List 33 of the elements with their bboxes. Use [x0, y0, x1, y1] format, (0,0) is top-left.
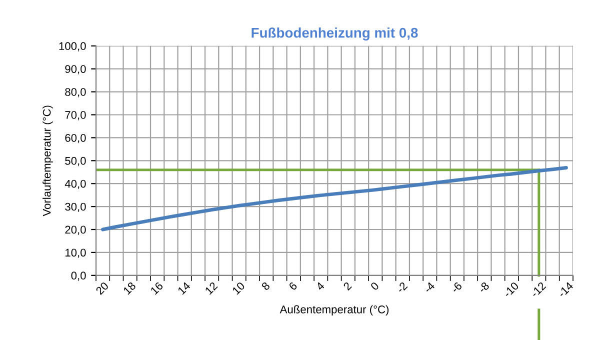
x-tick-label: 6 — [288, 282, 298, 291]
y-tick-label: 70,0 — [65, 111, 86, 120]
x-tick-label: 18 — [122, 282, 136, 295]
x-tick-label: 12 — [204, 282, 218, 295]
x-tick-label: 8 — [261, 282, 270, 291]
y-axis-title: Vorlauftemperatur (°C) — [42, 106, 53, 216]
x-tick-label: -6 — [450, 282, 462, 294]
line-series — [101, 166, 568, 232]
chart-title: Fußbodenheizung mit 0,8 — [252, 28, 418, 41]
x-tick-label: 2 — [342, 282, 352, 291]
y-tick-label: 100,0 — [59, 42, 86, 52]
x-tick-label: -10 — [502, 281, 520, 298]
y-tick-label: 10,0 — [66, 248, 86, 258]
x-tick-label: 16 — [150, 282, 164, 295]
x-tick-label: -14 — [557, 281, 574, 298]
x-tick-label: 20 — [95, 281, 109, 296]
y-tick-label: 80,0 — [65, 88, 86, 98]
y-tick-label: 90,0 — [65, 65, 86, 74]
x-tick-label: 14 — [177, 281, 191, 295]
x-tick-label: 10 — [232, 281, 246, 295]
y-tick-label: 40,0 — [64, 180, 86, 190]
y-tick-label: 60,0 — [65, 134, 86, 144]
x-tick-label: -4 — [423, 281, 436, 294]
x-tick-label: -8 — [478, 282, 490, 294]
x-tick-label: 4 — [315, 281, 325, 291]
y-tick-label: 50,0 — [65, 156, 86, 166]
y-tick-label: 0,0 — [71, 272, 86, 281]
x-axis-title: Außentemperatur (°C) — [280, 305, 389, 316]
x-tick-label: 0 — [370, 281, 380, 291]
y-tick-label: 20,0 — [65, 226, 86, 235]
x-tick-label: -2 — [396, 282, 408, 294]
y-tick-label: 30,0 — [65, 202, 86, 212]
x-tick-label: -12 — [530, 282, 546, 298]
